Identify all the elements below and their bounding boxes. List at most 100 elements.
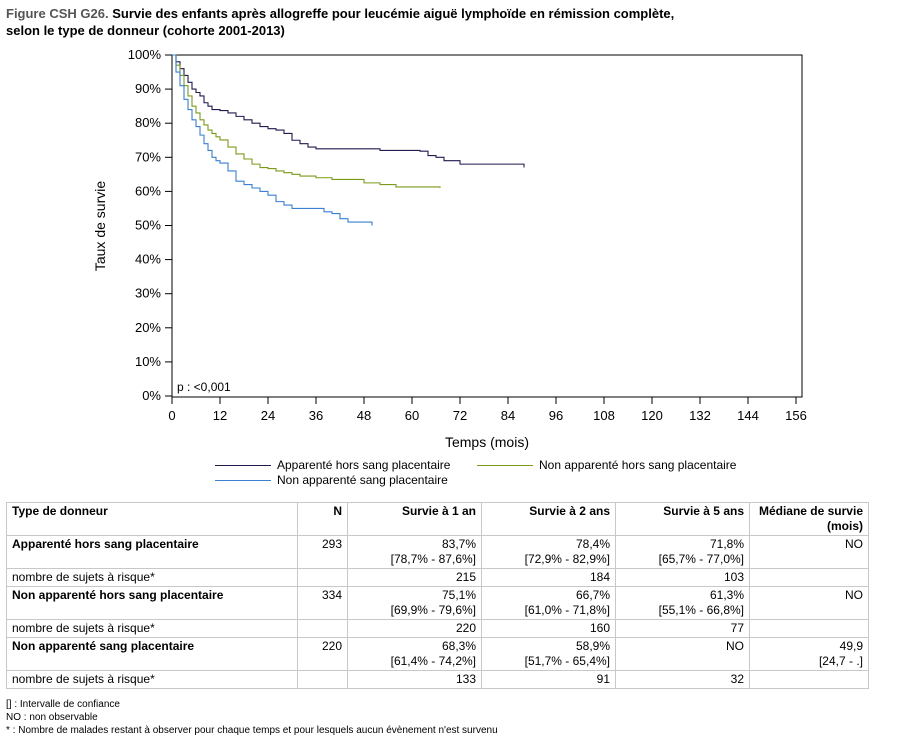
- at-risk-1y: 215: [347, 568, 482, 587]
- x-tick-label: 12: [213, 408, 227, 423]
- group-label: Non apparenté sang placentaire: [6, 637, 298, 671]
- y-tick-label: 10%: [135, 354, 161, 369]
- legend-swatch-non-apparente: [477, 464, 533, 466]
- table-row: Non apparenté hors sang placentaire 334 …: [6, 586, 869, 620]
- x-tick-label: 156: [785, 408, 807, 423]
- empty-cell: [749, 670, 869, 689]
- survival-value: 61,3%: [709, 588, 744, 602]
- y-tick-label: 30%: [135, 286, 161, 301]
- survival-chart: 0% 10% 20% 30% 40% 50% 60% 70% 80% 90% 100% 0 12 24 3…: [92, 47, 807, 450]
- survival-1y: 68,3% [61,4% - 74,2%]: [347, 637, 482, 671]
- median-value: NO: [845, 537, 863, 551]
- title-line-1: Figure CSH G26. Survie des enfants après…: [6, 5, 674, 22]
- y-tick-label: 20%: [135, 320, 161, 335]
- group-label: Apparenté hors sang placentaire: [6, 535, 298, 569]
- median-survival: NO: [749, 535, 869, 569]
- footnotes: [] : Intervalle de confiance NO : non ob…: [6, 698, 498, 737]
- survival-5y: 61,3% [55,1% - 66,8%]: [615, 586, 750, 620]
- x-tick-label: 48: [357, 408, 371, 423]
- at-risk-2y: 160: [481, 619, 616, 638]
- header-survie-5ans: Survie à 5 ans: [615, 502, 750, 536]
- table-row-at-risk: nombre de sujets à risque* 133 91 32: [6, 670, 869, 689]
- survival-value: 58,9%: [575, 639, 610, 653]
- x-tick-label: 24: [261, 408, 275, 423]
- figure-number: Figure CSH G26.: [6, 6, 109, 21]
- header-survie-1an: Survie à 1 an: [347, 502, 482, 536]
- legend-item-non-apparente: Non apparenté hors sang placentaire: [477, 458, 736, 472]
- y-tick-label: 40%: [135, 252, 161, 267]
- at-risk-5y: 103: [615, 568, 750, 587]
- at-risk-label: nombre de sujets à risque*: [6, 619, 298, 638]
- legend-label-non-apparente: Non apparenté hors sang placentaire: [539, 458, 737, 472]
- survival-value: 75,1%: [441, 588, 476, 602]
- figure-title: Figure CSH G26. Survie des enfants après…: [6, 5, 674, 39]
- x-tick-label: 108: [593, 408, 615, 423]
- survival-1y: 83,7% [78,7% - 87,6%]: [347, 535, 482, 569]
- header-type-donneur: Type de donneur: [6, 502, 298, 536]
- confidence-interval: [69,9% - 79,6%]: [390, 603, 476, 617]
- header-survie-2ans: Survie à 2 ans: [481, 502, 616, 536]
- empty-cell: [749, 619, 869, 638]
- at-risk-2y: 184: [481, 568, 616, 587]
- footnote-no: NO : non observable: [6, 712, 98, 723]
- y-tick-label: 80%: [135, 115, 161, 130]
- empty-cell: [297, 568, 348, 587]
- survival-table: Type de donneur N Survie à 1 an Survie à…: [6, 502, 869, 689]
- x-tick-label: 60: [405, 408, 419, 423]
- at-risk-2y: 91: [481, 670, 616, 689]
- x-axis-label: Temps (mois): [445, 434, 529, 450]
- group-n: 334: [297, 586, 348, 620]
- at-risk-label: nombre de sujets à risque*: [6, 670, 298, 689]
- table-header-row: Type de donneur N Survie à 1 an Survie à…: [6, 502, 869, 536]
- survival-1y: 75,1% [69,9% - 79,6%]: [347, 586, 482, 620]
- header-n: N: [297, 502, 348, 536]
- confidence-interval: [72,9% - 82,9%]: [524, 552, 610, 566]
- footnote-at-risk: * : Nombre de malades restant à observer…: [6, 725, 498, 736]
- y-tick-label: 60%: [135, 183, 161, 198]
- y-axis: 0% 10% 20% 30% 40% 50% 60% 70% 80% 90% 100%: [128, 47, 172, 403]
- at-risk-1y: 133: [347, 670, 482, 689]
- y-tick-label: 100%: [128, 47, 162, 62]
- confidence-interval: [61,4% - 74,2%]: [390, 654, 476, 668]
- median-value: 49,9: [839, 639, 863, 653]
- legend-label-sang-placentaire: Non apparenté sang placentaire: [277, 473, 448, 487]
- footnote-ci: [] : Intervalle de confiance: [6, 699, 120, 710]
- title-text: Survie des enfants après allogreffe pour…: [112, 6, 675, 21]
- table-row-at-risk: nombre de sujets à risque* 220 160 77: [6, 619, 869, 638]
- y-axis-label: Taux de survie: [92, 181, 108, 271]
- y-tick-label: 70%: [135, 149, 161, 164]
- title-line-2: selon le type de donneur (cohorte 2001-2…: [6, 23, 285, 38]
- survival-value: 78,4%: [575, 537, 610, 551]
- p-value-annotation: p : <0,001: [177, 380, 231, 394]
- plot-frame: [171, 54, 803, 398]
- empty-cell: [297, 619, 348, 638]
- median-ci: [24,7 - .]: [818, 654, 863, 668]
- legend-swatch-apparente: [215, 464, 271, 466]
- legend-item-sang-placentaire: Non apparenté sang placentaire: [215, 473, 448, 487]
- y-tick-label: 0%: [142, 388, 161, 403]
- x-tick-label: 84: [501, 408, 515, 423]
- y-tick-label: 90%: [135, 81, 161, 96]
- series-layer: [172, 54, 525, 226]
- x-tick-label: 132: [689, 408, 711, 423]
- survival-value: 66,7%: [575, 588, 610, 602]
- x-tick-label: 96: [549, 408, 563, 423]
- x-tick-label: 120: [641, 408, 663, 423]
- survival-value: NO: [726, 639, 744, 653]
- survival-value: 68,3%: [441, 639, 476, 653]
- y-tick-label: 50%: [135, 218, 161, 233]
- survival-curve-1: [172, 54, 441, 188]
- confidence-interval: [55,1% - 66,8%]: [658, 603, 744, 617]
- survival-2y: 58,9% [51,7% - 65,4%]: [481, 637, 616, 671]
- median-survival: NO: [749, 586, 869, 620]
- confidence-interval: [65,7% - 77,0%]: [658, 552, 744, 566]
- at-risk-1y: 220: [347, 619, 482, 638]
- at-risk-label: nombre de sujets à risque*: [6, 568, 298, 587]
- survival-5y: NO: [615, 637, 750, 671]
- header-mediane: Médiane de survie (mois): [749, 502, 869, 536]
- median-value: NO: [845, 588, 863, 602]
- survival-value: 83,7%: [441, 537, 476, 551]
- legend-swatch-sang-placentaire: [215, 479, 271, 481]
- survival-5y: 71,8% [65,7% - 77,0%]: [615, 535, 750, 569]
- x-axis: 0 12 24 36 48 60 72 84 96 108 120 132 144 156: [168, 397, 807, 423]
